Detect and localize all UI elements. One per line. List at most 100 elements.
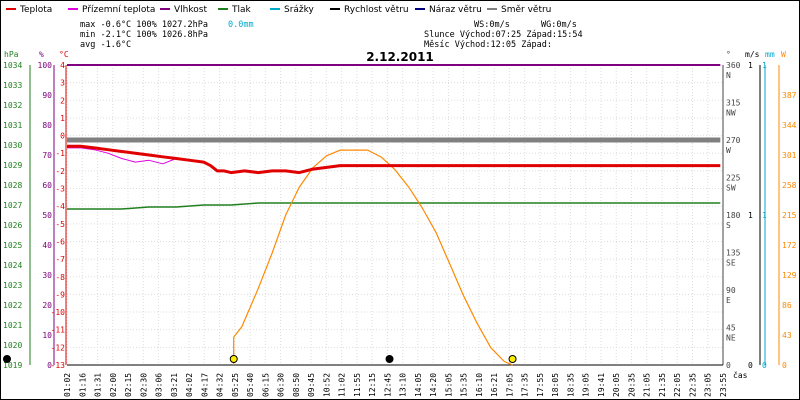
axis-label-w: W xyxy=(781,50,786,59)
legend-item: Srážky xyxy=(284,5,315,15)
tick-label-c: -3 xyxy=(55,185,65,194)
tick-label-hpa: 1033 xyxy=(3,81,22,90)
tick-label-x: 02:00 xyxy=(109,373,118,397)
tick-label-x: 04:02 xyxy=(185,373,194,397)
tick-label-dir: NW xyxy=(726,109,736,118)
tick-label-x: 23:55 xyxy=(719,373,728,397)
tick-label-w: 0 xyxy=(782,361,787,370)
tick-label-x: 02:30 xyxy=(139,373,148,397)
tick-label-c: 4 xyxy=(60,61,65,70)
tick-label-x: 05:40 xyxy=(246,373,255,397)
tick-label-x: 17:35 xyxy=(521,373,530,397)
tick-label-hpa: 1025 xyxy=(3,241,22,250)
tick-label-x: 23:05 xyxy=(704,373,713,397)
tick-label-x: 14:05 xyxy=(414,373,423,397)
tick-label-hpa: 1023 xyxy=(3,281,22,290)
tick-label-x: 06:15 xyxy=(261,373,270,397)
axes: 43210-1-2-3-4-5-6-7-8-9-10-11-12-1301:02… xyxy=(3,61,797,397)
tick-label-pct: 60 xyxy=(42,181,52,190)
tick-label-x: 18:35 xyxy=(566,373,575,397)
tick-label-w: 258 xyxy=(782,181,797,190)
sun-marker xyxy=(229,355,238,363)
tick-label-x: 16:21 xyxy=(490,373,499,397)
tick-label-w: 344 xyxy=(782,121,797,130)
tick-label-pct: 70 xyxy=(42,151,52,160)
tick-label-c: -4 xyxy=(55,202,65,211)
tick-label-x: 04:17 xyxy=(200,373,209,397)
tick-label-hpa: 1024 xyxy=(3,261,22,270)
series-line xyxy=(233,149,513,366)
tick-label-x: 03:21 xyxy=(170,373,179,397)
tick-label-dir: W xyxy=(726,146,731,155)
markers xyxy=(3,355,517,363)
tick-label-dir: S xyxy=(726,221,731,230)
legend-item: Teplota xyxy=(19,5,52,15)
tick-label-deg: 270 xyxy=(726,136,741,145)
tick-label-x: 11:55 xyxy=(353,373,362,397)
tick-label-c: -12 xyxy=(51,343,66,352)
tick-label-x: 20:35 xyxy=(627,373,636,397)
tick-label-dir: N xyxy=(726,71,731,80)
tick-label-dir: E xyxy=(726,296,731,305)
tick-label-x: 14:20 xyxy=(429,373,438,397)
tick-label-dir: NE xyxy=(726,334,736,343)
tick-label-hpa: 1026 xyxy=(3,221,22,230)
axis-label-x: čas xyxy=(733,370,748,380)
tick-label-dir: SW xyxy=(726,184,736,193)
tick-label-x: 18:05 xyxy=(551,373,560,397)
tick-label-deg: 180 xyxy=(726,211,741,220)
grid xyxy=(66,64,724,366)
tick-label-x: 16:10 xyxy=(475,373,484,397)
tick-label-x: 19:05 xyxy=(582,373,591,397)
series-line xyxy=(67,202,721,210)
tick-label-x: 01:02 xyxy=(63,373,72,397)
stat-sun: Slunce Východ:07:25 Západ:15:54 xyxy=(424,30,583,40)
tick-label-ms: 0 xyxy=(748,361,753,370)
tick-label-w: 43 xyxy=(782,331,792,340)
tick-label-w: 387 xyxy=(782,91,797,100)
tick-label-x: 17:55 xyxy=(536,373,545,397)
tick-label-x: 01:31 xyxy=(94,373,103,397)
tick-label-w: 86 xyxy=(782,301,792,310)
legend-item: Tlak xyxy=(231,5,252,15)
tick-label-pct: 10 xyxy=(42,331,52,340)
tick-label-hpa: 1019 xyxy=(3,361,22,370)
tick-label-c: -1 xyxy=(55,149,65,158)
tick-label-w: 172 xyxy=(782,241,797,250)
stat-ws: WS:0m/s xyxy=(474,20,510,30)
tick-label-c: -2 xyxy=(55,167,65,176)
tick-label-w: 215 xyxy=(782,211,797,220)
tick-label-x: 02:15 xyxy=(124,373,133,397)
axis-label-c: °C xyxy=(59,50,69,59)
tick-label-c: 1 xyxy=(60,114,65,123)
chart-title: 2.12.2011 xyxy=(366,50,434,64)
tick-label-deg: 315 xyxy=(726,99,741,108)
tick-label-x: 01:16 xyxy=(78,373,87,397)
tick-label-w: 301 xyxy=(782,151,797,160)
tick-label-c: -5 xyxy=(55,220,65,229)
tick-label-x: 08:50 xyxy=(292,373,301,397)
stat-wg: WG:0m/s xyxy=(541,20,577,30)
tick-label-x: 09:45 xyxy=(307,373,316,397)
tick-label-pct: 50 xyxy=(42,211,52,220)
axis-label-ms: m/s xyxy=(745,50,760,59)
tick-label-x: 15:35 xyxy=(460,373,469,397)
axis-label-mm: mm xyxy=(765,50,775,59)
tick-label-x: 03:06 xyxy=(155,373,164,397)
tick-label-x: 11:02 xyxy=(338,373,347,397)
tick-label-c: -10 xyxy=(51,308,66,317)
tick-label-c: -13 xyxy=(51,361,66,370)
axis-label-pct: % xyxy=(39,50,44,59)
stat-max-rain: 0.0mm xyxy=(228,20,254,30)
tick-label-c: 3 xyxy=(60,79,65,88)
stat-moon: Měsíc Východ:12:05 Západ: xyxy=(424,40,552,50)
tick-label-c: -8 xyxy=(55,273,65,282)
tick-label-c: 2 xyxy=(60,96,65,105)
tick-label-x: 21:05 xyxy=(643,373,652,397)
tick-label-pct: 30 xyxy=(42,271,52,280)
tick-label-deg: 360 xyxy=(726,61,741,70)
stat-max: max -0.6°C 100% 1027.2hPa xyxy=(80,20,208,30)
tick-label-pct: 80 xyxy=(42,121,52,130)
